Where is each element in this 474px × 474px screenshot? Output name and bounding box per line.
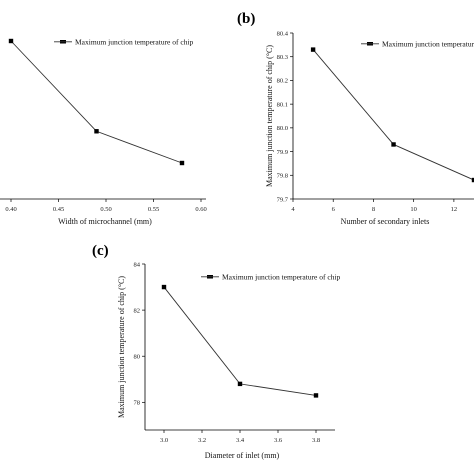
panel-c-y-label: Maximum junction temperature of chip (°C…	[117, 276, 126, 418]
panel-b-series-line	[312, 49, 474, 181]
y-tick-label: 79.7	[277, 196, 289, 203]
y-tick-label: 80.2	[277, 78, 288, 85]
panel-c-label: (c)	[92, 243, 109, 259]
x-tick-label: 3.8	[312, 437, 320, 444]
y-tick-label: 80.1	[277, 101, 288, 108]
y-tick-label: 82	[134, 307, 141, 314]
panel-c: (c) 3.0 3.2 3.4 3.6 3.8 78 80 82 84 Diameter of…	[92, 243, 341, 460]
data-point	[8, 38, 14, 44]
panel-b: (b) 4 6 8 10 12 79.7 79.8 79.9 80.0 80.1 80.2 80.3…	[237, 11, 474, 226]
y-tick-label: 80.4	[277, 30, 289, 37]
data-point	[179, 160, 185, 166]
x-tick-label: 3.6	[274, 437, 283, 444]
x-tick-label: 0.55	[148, 206, 159, 213]
panel-a-legend-label: Maximum junction temperature of chip	[75, 38, 194, 47]
y-tick-label: 78	[134, 400, 141, 407]
y-tick-label: 79.9	[277, 149, 288, 156]
panel-a-x-label: Width of microchannel (mm)	[58, 217, 152, 226]
panel-b-legend-label: Maximum junction temperature	[382, 40, 474, 49]
x-tick-label: 6	[332, 206, 336, 213]
x-tick-label: 0.60	[195, 206, 206, 213]
x-tick-label: 0.50	[100, 206, 111, 213]
data-point	[391, 142, 396, 147]
panel-a-series-line	[10, 40, 183, 164]
x-tick-label: 3.2	[198, 437, 206, 444]
data-point	[94, 129, 99, 134]
panel-c-x-label: Diameter of inlet (mm)	[205, 451, 280, 460]
data-point	[313, 393, 319, 398]
x-tick-label: 3.4	[236, 437, 245, 444]
panel-c-legend-label: Maximum junction temperature of chip	[222, 273, 341, 282]
y-tick-label: 84	[134, 261, 141, 268]
panel-b-label: (b)	[237, 11, 255, 27]
panel-c-series-line	[163, 286, 317, 396]
x-tick-label: 0.40	[5, 206, 16, 213]
data-point	[237, 381, 243, 387]
x-tick-label: 8	[372, 206, 375, 213]
x-tick-label: 4	[291, 206, 295, 213]
y-tick-label: 80.0	[277, 125, 288, 132]
x-tick-label: 12	[451, 206, 458, 213]
data-point	[161, 284, 167, 290]
data-point	[471, 177, 474, 183]
y-tick-label: 80	[134, 354, 141, 361]
panel-b-x-label: Number of secondary inlets	[341, 217, 430, 226]
y-tick-label: 79.8	[277, 173, 288, 180]
x-tick-label: 10	[410, 206, 417, 213]
y-tick-label: 80.3	[277, 54, 288, 61]
x-tick-label: 3.0	[160, 437, 168, 444]
x-tick-label: 0.45	[53, 206, 64, 213]
panel-a: 0.40 0.45 0.50 0.55 0.60 Width of microchann…	[0, 38, 207, 226]
panel-b-y-label: Maximum junction temperature of chip (°C…	[265, 45, 274, 187]
data-point	[310, 47, 316, 52]
